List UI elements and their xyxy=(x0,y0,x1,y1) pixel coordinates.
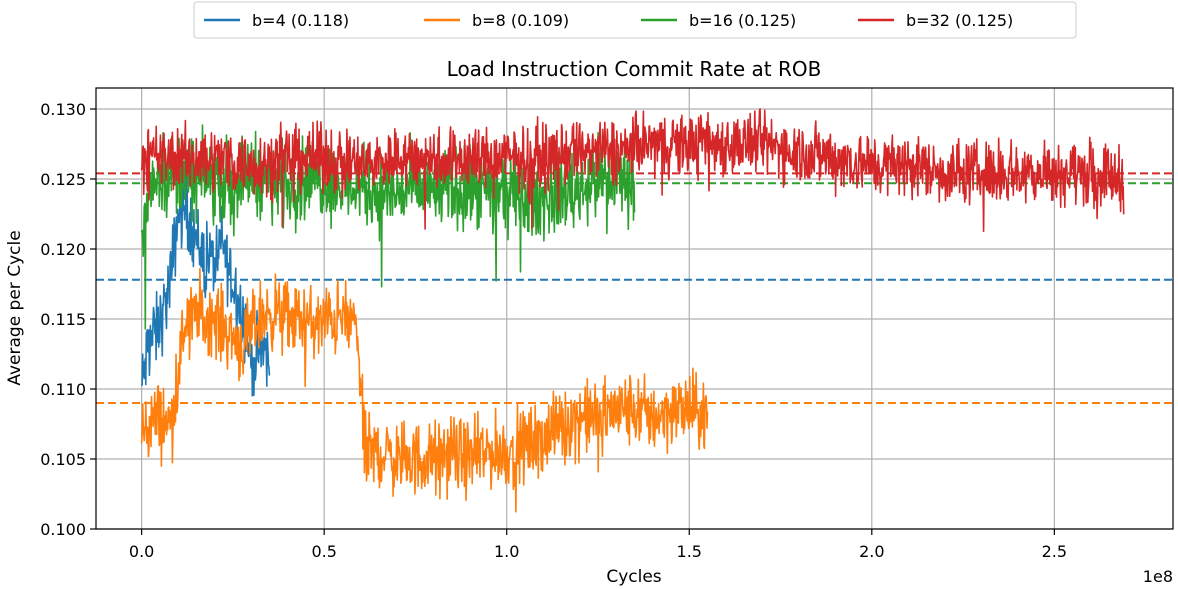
legend-label-3: b=32 (0.125) xyxy=(906,11,1013,30)
y-tick-label: 0.120 xyxy=(40,240,86,259)
y-tick-label: 0.130 xyxy=(40,100,86,119)
chart-title: Load Instruction Commit Rate at ROB xyxy=(447,57,822,81)
y-tick-label: 0.125 xyxy=(40,170,86,189)
x-tick-label: 2.5 xyxy=(1042,542,1067,561)
series-1-line xyxy=(140,267,709,513)
legend: b=4 (0.118) b=8 (0.109) b=16 (0.125) b=32 (… xyxy=(193,1,1077,39)
x-tick-label: 2.0 xyxy=(859,542,884,561)
x-tick-label: 0.0 xyxy=(129,542,154,561)
x-axis-label: Cycles xyxy=(606,567,661,587)
y-axis-label: Average per Cycle xyxy=(5,230,25,385)
y-tick-label: 0.100 xyxy=(40,520,86,539)
x-tick-label: 1.5 xyxy=(677,542,702,561)
legend-box xyxy=(193,1,1077,39)
x-axis-offset-label: 1e8 xyxy=(1143,567,1173,586)
series-3-line xyxy=(140,108,1125,232)
y-axis-ticks: 0.100 0.105 0.110 0.115 0.120 0.125 0.130 xyxy=(40,100,96,539)
legend-label-0: b=4 (0.118) xyxy=(252,11,349,30)
series-0-line xyxy=(140,170,271,397)
legend-label-1: b=8 (0.109) xyxy=(472,11,569,30)
x-tick-label: 0.5 xyxy=(311,542,336,561)
y-tick-label: 0.110 xyxy=(40,380,86,399)
plot-frame xyxy=(95,87,1174,530)
x-axis-ticks: 0.0 0.5 1.0 1.5 2.0 2.5 xyxy=(129,529,1067,561)
y-tick-label: 0.115 xyxy=(40,310,86,329)
series-lines xyxy=(140,108,1125,513)
legend-label-2: b=16 (0.125) xyxy=(689,11,796,30)
y-tick-label: 0.105 xyxy=(40,450,86,469)
x-tick-label: 1.0 xyxy=(494,542,519,561)
